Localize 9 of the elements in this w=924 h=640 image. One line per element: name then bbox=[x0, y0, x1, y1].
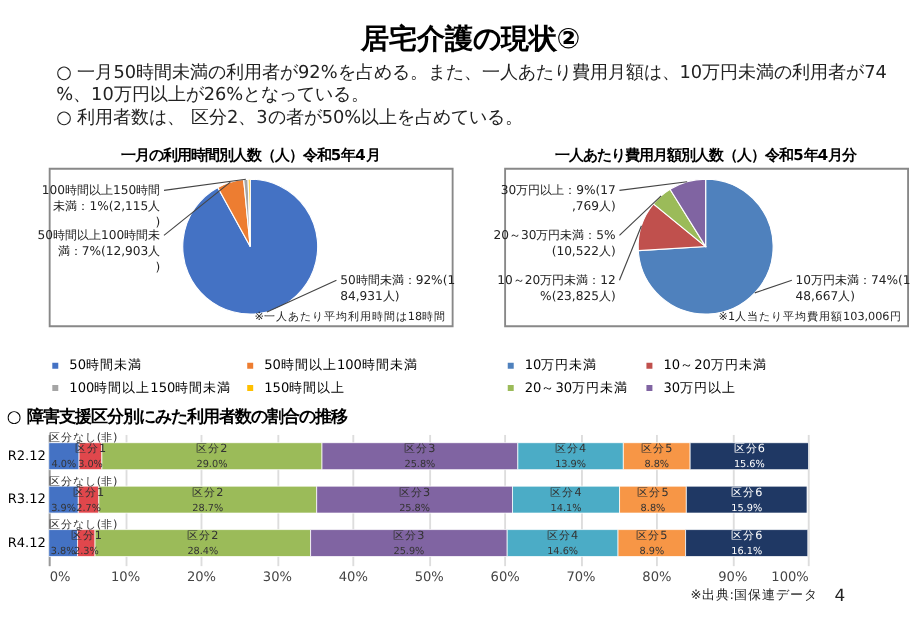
pie-slice bbox=[637, 178, 774, 315]
chart-title: 一人あたり費用月額別人数（人）令和5年4月分 bbox=[555, 146, 859, 165]
pie-slice bbox=[182, 178, 319, 315]
text: 4 bbox=[834, 584, 846, 605]
text: ○ 一月50時間未満の利用者が92%を占める。また、一人あたり費用月額は、10万円未満の利用者が74%、10万円以上が26%となっている。 bbox=[56, 61, 888, 107]
chart-title: 一月の利用時間別人数（人）令和5年4月 bbox=[120, 146, 380, 165]
text: 居宅介護の現状② bbox=[358, 21, 581, 56]
chart-title: ○ 障害支援区分別にみた利用者数の割合の推移 bbox=[6, 406, 348, 427]
text: ○ 利用者数は、 区分2、3の者が50%以上を占めている。 bbox=[56, 106, 524, 129]
